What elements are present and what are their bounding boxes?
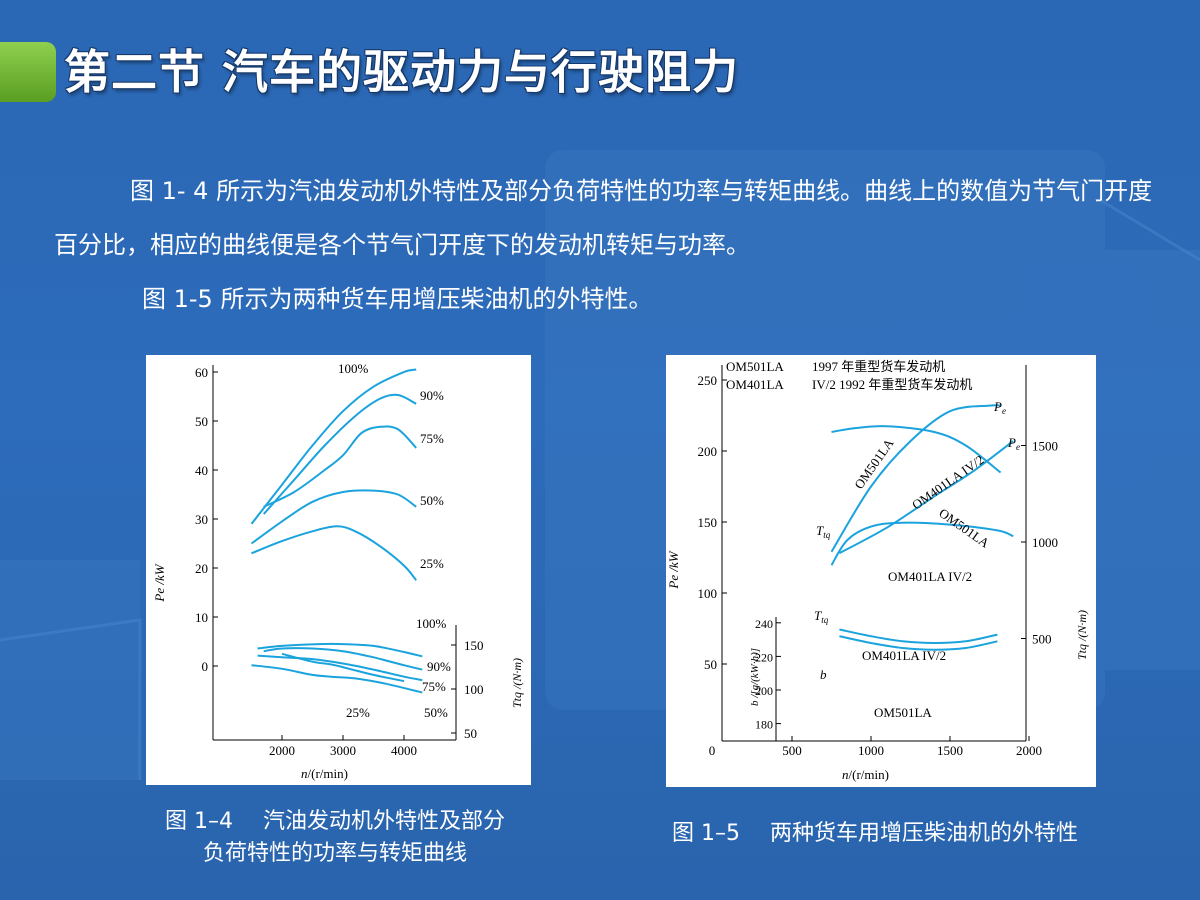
curve-5 [839, 635, 998, 651]
power-label-2: 75% [420, 431, 444, 446]
label-om401-pe: OM401LA IV/2 [909, 452, 987, 513]
y-left-tick-label: 50 [704, 657, 717, 672]
y-right-tick-label: 1500 [1032, 439, 1058, 454]
slide-title: 第二节 汽车的驱动力与行驶阻力 [64, 45, 740, 99]
legend-model-2: OM401LA [726, 377, 784, 392]
y-left-tick-label: 60 [195, 365, 208, 380]
y-inner-tick-label: 240 [755, 617, 773, 631]
x-tick-label: 4000 [391, 743, 417, 758]
y-inner-tick-label: 200 [755, 684, 773, 698]
figure-1-4: 100% 90% 75% 50% 25% 100% 90% 75% 50% 25% 60 50 40 30… [146, 355, 531, 785]
label-ttq-om401: Ttq [814, 608, 829, 625]
y-left-axis-label: Pe /kW [666, 550, 681, 589]
x-axis-label: n/(r/min) [842, 767, 889, 782]
torque-label-1: 90% [427, 659, 451, 674]
figure-1-5-number: 图 1–5 [671, 821, 740, 846]
y-left-tick-label: 20 [195, 561, 208, 576]
torque-curve-1 [263, 647, 423, 671]
label-om401-b: OM401LA IV/2 [862, 648, 946, 663]
figure-1-5-caption: 图 1–5 两种货车用增压柴油机的外特性 [620, 818, 1130, 850]
label-om501-b: OM501LA [874, 705, 932, 720]
power-label-4: 25% [420, 556, 444, 571]
torque-curve-0 [257, 642, 423, 658]
figure-1-4-caption-text2: 负荷特性的功率与转矩曲线 [202, 841, 467, 866]
y-right-tick-label: 1000 [1032, 535, 1058, 550]
label-pe-om401: Pe [1007, 435, 1020, 452]
power-curve-0 [250, 368, 417, 525]
figure-1-5-chart: 250 200 150 100 50 1500 1000 500 240 220 200 180 0 50… [666, 359, 1089, 782]
torque-curve-3 [251, 664, 423, 694]
x-tick-label: 0 [709, 743, 716, 758]
power-curve-2 [263, 425, 417, 508]
y-inner-tick-label: 220 [755, 650, 773, 664]
curve-2 [831, 425, 1002, 474]
torque-label-0: 100% [416, 616, 447, 631]
power-label-1: 90% [420, 388, 444, 403]
y-left-tick-label: 0 [202, 659, 209, 674]
legend-desc-1: 1997 年重型货车发动机 [812, 359, 945, 374]
y-inner-axis-label: b /[g/(kW·h)] [749, 648, 761, 706]
torque-curve-4 [281, 652, 405, 683]
y-left-tick-label: 30 [195, 512, 208, 527]
x-axis-label: n/(r/min) [301, 766, 348, 781]
figure-1-5-caption-text: 两种货车用增压柴油机的外特性 [769, 821, 1078, 846]
power-curve-3 [250, 489, 417, 545]
power-label-0: 100% [338, 361, 369, 376]
y-left-axis-label: Pe /kW [152, 563, 167, 602]
y-right-tick-label: 100 [464, 682, 484, 697]
y-left-tick-label: 200 [698, 444, 718, 459]
x-tick-label: 1000 [858, 743, 884, 758]
curve-0 [830, 404, 1001, 553]
curve-3 [830, 521, 1014, 566]
x-tick-label: 1500 [937, 743, 963, 758]
legend-model-1: OM501LA [726, 359, 784, 374]
power-curve-1 [262, 393, 417, 515]
figure-1-4-caption-line1: 图 1–4 汽油发动机外特性及部分 [130, 806, 540, 838]
figure-1-5: 250 200 150 100 50 1500 1000 500 240 220 200 180 0 50… [666, 355, 1096, 787]
power-curve-4 [251, 525, 417, 581]
torque-label-2: 75% [422, 679, 446, 694]
torque-curve-2 [257, 654, 423, 682]
x-tick-label: 2000 [1016, 743, 1042, 758]
figure-1-4-number: 图 1–4 [164, 809, 233, 834]
label-pe-om501: Pe [993, 399, 1006, 416]
y-right-axis-label: Ttq /(N·m) [510, 658, 524, 708]
figure-1-4-caption-text1: 汽油发动机外特性及部分 [262, 809, 505, 834]
y-left-tick-label: 250 [698, 373, 718, 388]
title-marker [0, 42, 56, 102]
figure-1-4-caption: 图 1–4 汽油发动机外特性及部分 负荷特性的功率与转矩曲线 [130, 806, 540, 870]
y-left-tick-label: 40 [195, 463, 208, 478]
y-right-tick-label: 150 [464, 638, 484, 653]
figure-1-4-chart: 100% 90% 75% 50% 25% 100% 90% 75% 50% 25% 60 50 40 30… [152, 361, 524, 781]
torque-label-3: 50% [424, 705, 448, 720]
x-tick-label: 500 [782, 743, 802, 758]
y-left-tick-label: 50 [195, 414, 208, 429]
torque-label-low: 25% [346, 705, 370, 720]
paragraph-fig4-description: 图 1- 4 所示为汽油发动机外特性及部分负荷特性的功率与转矩曲线。曲线上的数值… [54, 177, 1153, 259]
y-left-tick-label: 10 [195, 610, 208, 625]
legend-desc-2: IV/2 1992 年重型货车发动机 [812, 377, 972, 392]
x-tick-label: 2000 [269, 743, 295, 758]
y-left-tick-label: 150 [698, 515, 718, 530]
label-ttq-om501: Ttq [816, 523, 831, 540]
power-label-3: 50% [420, 493, 444, 508]
y-right-tick-label: 500 [1032, 632, 1052, 647]
y-inner-tick-label: 180 [755, 718, 773, 732]
paragraph-fig5-description: 图 1-5 所示为两种货车用增压柴油机的外特性。 [142, 285, 653, 313]
x-tick-label: 3000 [330, 743, 356, 758]
y-right-tick-label: 50 [464, 726, 477, 741]
label-om401-ttq: OM401LA IV/2 [888, 569, 972, 584]
y-left-tick-label: 100 [698, 586, 718, 601]
y-right-axis-label: Ttq /(N·m) [1075, 610, 1089, 660]
curve-4 [839, 628, 998, 645]
label-b: b [820, 667, 827, 682]
